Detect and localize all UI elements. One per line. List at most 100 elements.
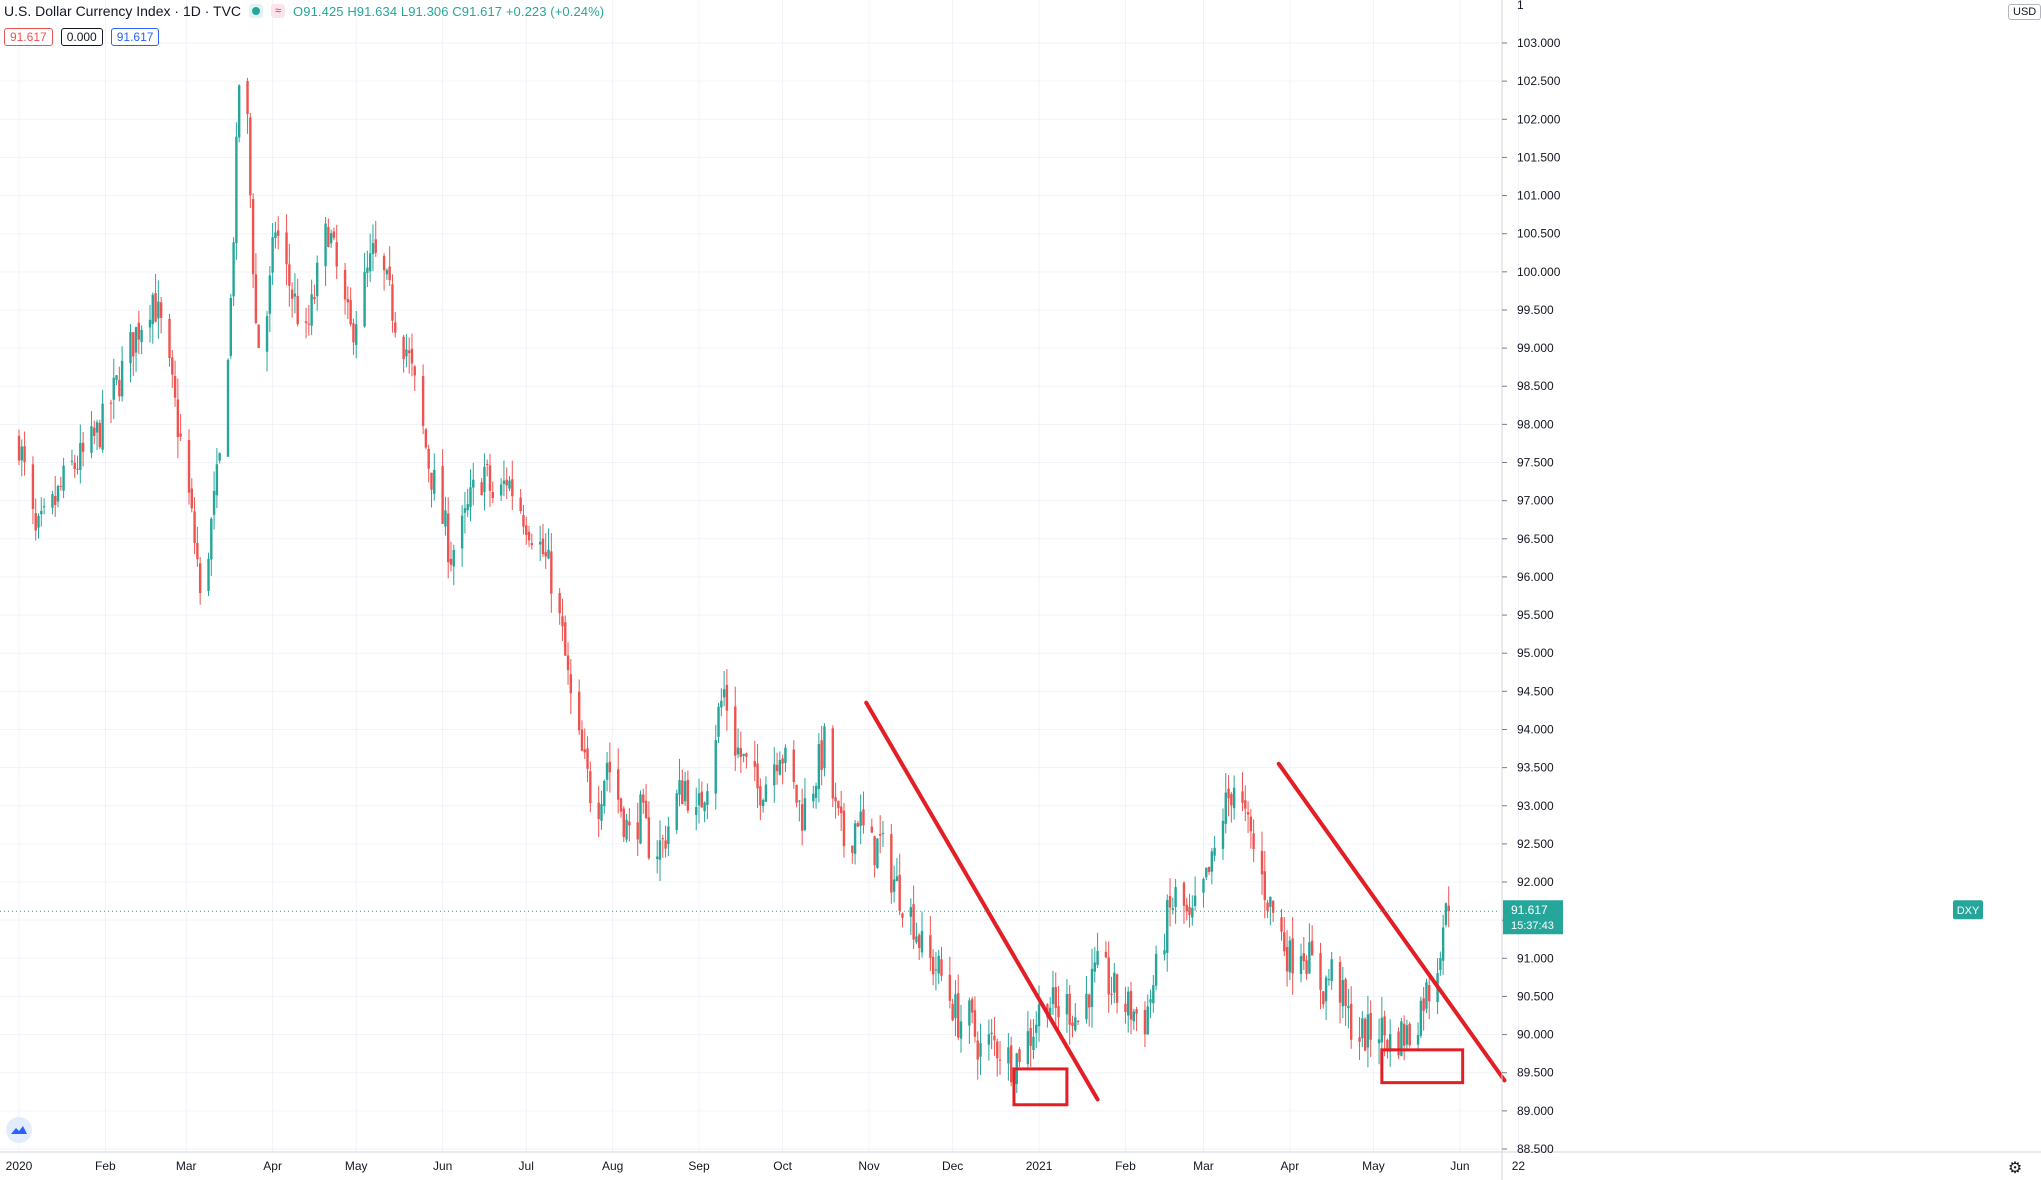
candle-down xyxy=(488,465,492,491)
candle-up xyxy=(895,876,899,881)
candle-up xyxy=(683,781,687,802)
candle-up xyxy=(1051,987,1055,1005)
time-tick-label: Jul xyxy=(519,1159,534,1173)
candle-down xyxy=(73,462,76,470)
candle-down xyxy=(31,464,35,509)
candle-down xyxy=(644,800,648,819)
candle-up xyxy=(1400,1021,1403,1056)
candle-down xyxy=(1124,1003,1127,1013)
last-price-label-bg[interactable] xyxy=(1503,900,1563,935)
currency-button[interactable]: USD xyxy=(2008,4,2041,20)
rectangle-drawing[interactable] xyxy=(1012,1067,1069,1107)
candle-up xyxy=(1324,977,1328,1002)
candle-down xyxy=(1246,811,1250,815)
candle-down xyxy=(446,513,450,563)
candle-down xyxy=(173,376,177,398)
candle-down xyxy=(430,472,433,490)
candle-down xyxy=(427,448,430,469)
buy-price-button[interactable]: 91.617 xyxy=(110,28,160,46)
time-tick-label: Feb xyxy=(95,1159,116,1173)
candle-up xyxy=(722,689,726,698)
candle-up xyxy=(115,375,118,380)
candle-down xyxy=(890,834,893,893)
time-tick-label: Feb xyxy=(1115,1159,1136,1173)
candle-up xyxy=(463,508,467,513)
price-tick-label: 103.000 xyxy=(1517,36,1561,50)
candle-down xyxy=(1249,816,1253,832)
price-tick-label: 101.000 xyxy=(1517,189,1561,203)
candle-up xyxy=(778,760,782,775)
candle-down xyxy=(957,993,960,1038)
candle-up xyxy=(433,469,436,494)
candle-up xyxy=(1202,878,1205,893)
candle-down xyxy=(745,753,748,757)
live-status-icon[interactable] xyxy=(249,4,264,18)
candle-down xyxy=(597,802,600,820)
candle-down xyxy=(1322,991,1325,1005)
compare-icon[interactable]: ≈ xyxy=(271,4,286,18)
gear-icon[interactable]: ⚙ xyxy=(2007,1160,2023,1177)
candle-down xyxy=(918,934,921,949)
candle-up xyxy=(1288,940,1292,973)
candle-down xyxy=(929,935,932,958)
candle-up xyxy=(499,484,503,496)
candle-up xyxy=(695,807,698,815)
candle-down xyxy=(831,728,835,799)
candle-down xyxy=(1358,1037,1361,1042)
candle-up xyxy=(466,504,469,511)
candle-down xyxy=(93,427,96,436)
candle-down xyxy=(912,904,915,940)
candle-up xyxy=(1026,1031,1030,1064)
candle-up xyxy=(70,460,74,462)
candle-up xyxy=(678,780,681,795)
candle-up xyxy=(742,753,745,756)
candle-up xyxy=(920,930,924,953)
candle-down xyxy=(1009,1045,1013,1083)
candle-up xyxy=(1210,851,1214,872)
candle-up xyxy=(1327,979,1331,981)
candle-up xyxy=(1146,1006,1149,1035)
candle-up xyxy=(1232,787,1236,809)
candle-up xyxy=(954,994,957,1019)
trendline-drawing[interactable] xyxy=(864,700,1100,1102)
candle-down xyxy=(394,322,397,333)
candle-up xyxy=(1154,953,1158,986)
symbol-title[interactable]: U.S. Dollar Currency Index · 1D · TVC xyxy=(4,3,242,19)
candle-up xyxy=(859,811,862,827)
candle-up xyxy=(1037,1004,1041,1027)
candle-up xyxy=(469,487,472,508)
candle-down xyxy=(410,348,414,364)
candle-up xyxy=(675,793,678,830)
candle-up xyxy=(1132,1011,1135,1022)
candle-up xyxy=(853,823,857,854)
candle-down xyxy=(1369,1013,1372,1040)
candle-up xyxy=(1205,867,1208,878)
candle-up xyxy=(37,515,40,528)
symbol-label-bg[interactable] xyxy=(1953,900,1983,920)
candle-up xyxy=(784,747,787,764)
price-tick-label: 1 xyxy=(1517,0,1524,12)
candle-up xyxy=(881,832,885,834)
price-tick-label: 101.500 xyxy=(1517,150,1561,164)
price-tick-label: 99.000 xyxy=(1517,341,1554,355)
candle-down xyxy=(901,913,904,918)
candle-up xyxy=(798,800,801,802)
candle-down xyxy=(346,298,350,303)
candle-up xyxy=(934,969,938,971)
time-tick-label: Dec xyxy=(942,1159,963,1173)
sell-price-button[interactable]: 91.617 xyxy=(4,28,53,46)
candle-up xyxy=(639,794,642,844)
candle-down xyxy=(23,446,26,462)
trendline-drawing[interactable] xyxy=(1276,761,1507,1083)
candle-down xyxy=(407,350,411,354)
tradingview-logo-icon[interactable] xyxy=(6,1117,32,1143)
candle-down xyxy=(118,379,121,397)
symbol-label: DXY xyxy=(1957,905,1980,917)
rectangle-drawing[interactable] xyxy=(1380,1048,1465,1085)
candle-up xyxy=(959,1021,963,1039)
candle-down xyxy=(837,800,840,809)
chart-legend: U.S. Dollar Currency Index · 1D · TVC ≈ … xyxy=(4,3,604,19)
candle-up xyxy=(472,479,475,488)
candle-up xyxy=(310,294,313,326)
